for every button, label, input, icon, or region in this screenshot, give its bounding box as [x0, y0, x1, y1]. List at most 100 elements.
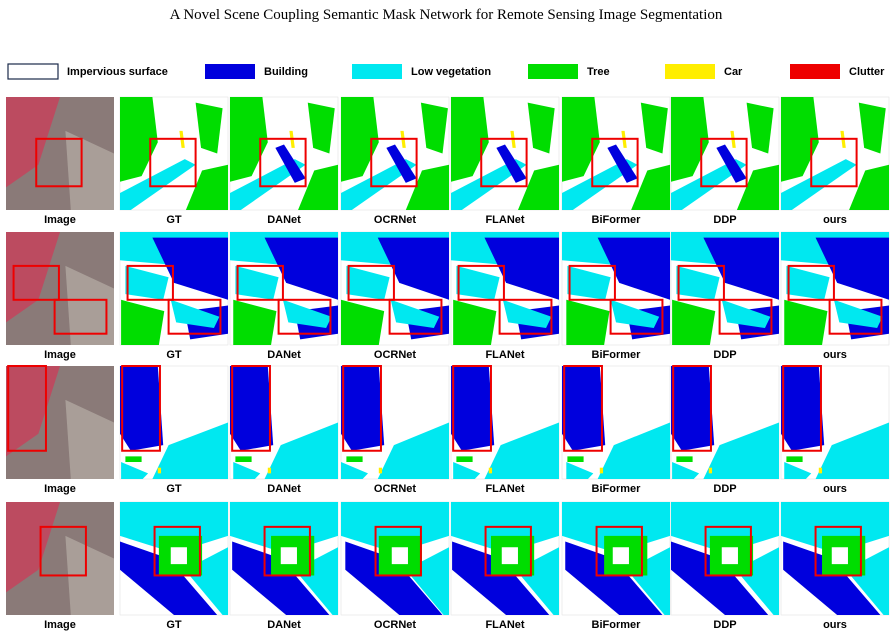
panel-label: DDP [713, 214, 736, 226]
highlight-box [277, 298, 332, 335]
highlight-box [149, 137, 197, 188]
panel [670, 96, 780, 211]
segment-region [672, 299, 716, 345]
segment-region [781, 97, 819, 182]
highlight-box [347, 264, 395, 301]
panel-label: Image [44, 349, 76, 361]
panel-label: BiFormer [592, 214, 642, 226]
aerial-vegetation [6, 97, 60, 188]
highlight-box [39, 525, 87, 577]
segment-region [235, 456, 252, 463]
highlight-box [787, 264, 835, 301]
panel-label: BiFormer [592, 483, 642, 495]
segment-region [562, 366, 606, 451]
highlight-box [672, 365, 712, 452]
segment-region [703, 422, 779, 479]
segment-error [386, 144, 417, 183]
legend-label: Low vegetation [411, 66, 491, 78]
highlight-box [263, 525, 311, 577]
segment-region [121, 462, 149, 479]
segment-region [346, 456, 363, 463]
segment-region [566, 462, 594, 479]
highlight-box [7, 365, 47, 452]
panel-label: OCRNet [374, 483, 417, 495]
highlight-box [370, 137, 418, 188]
segment-region [736, 164, 779, 210]
highlight-box [718, 298, 773, 335]
legend-label: Car [724, 66, 743, 78]
segment-region [232, 541, 330, 615]
highlight-box [452, 365, 492, 452]
segment-region [781, 159, 857, 210]
segment-region [631, 164, 670, 210]
segment-region [195, 102, 223, 154]
highlight-box [374, 525, 422, 577]
panel [450, 365, 560, 480]
panel [670, 365, 780, 480]
panel-label: DDP [713, 349, 736, 361]
segment-region [298, 164, 338, 210]
segment-region [157, 467, 162, 474]
segment-region [597, 422, 670, 479]
segment-region [170, 547, 187, 565]
segment-region [185, 164, 228, 210]
panel [119, 501, 229, 616]
segment-region [746, 102, 774, 154]
highlight-box [35, 137, 83, 188]
panel-label: BiFormer [592, 619, 642, 631]
panel [340, 501, 450, 616]
highlight-box [484, 525, 532, 577]
aerial-roof [65, 399, 114, 479]
panel [340, 365, 450, 480]
panel [670, 231, 780, 346]
panel [229, 96, 339, 211]
segment-region [501, 547, 518, 565]
segment-error [275, 144, 306, 183]
segment-region [405, 164, 449, 210]
segment-region [451, 97, 489, 182]
highlight-box [12, 264, 60, 301]
panel-label: FLANet [485, 214, 524, 226]
segment-region [341, 366, 385, 451]
panel [119, 96, 229, 211]
segment-region [453, 299, 497, 345]
segment-region [341, 159, 417, 210]
segment-region [378, 467, 383, 474]
segment-region [566, 299, 610, 345]
panel [119, 231, 229, 346]
segment-region [517, 164, 559, 210]
segment-region [671, 541, 769, 615]
panel-label: DDP [713, 619, 736, 631]
highlight-box [810, 137, 858, 188]
segment-region [152, 422, 228, 479]
panel-label: BiFormer [592, 349, 642, 361]
panel-label: ours [823, 349, 847, 361]
panel [450, 96, 560, 211]
segment-region [451, 366, 495, 451]
segment-region [484, 422, 559, 479]
segment-region [488, 467, 493, 474]
panel-label: GT [166, 483, 182, 495]
panel-label: ours [823, 619, 847, 631]
aerial-roof [65, 130, 114, 210]
segment-region [783, 541, 881, 615]
highlight-box [457, 264, 505, 301]
panel [450, 501, 560, 616]
segment-region [484, 237, 559, 300]
segment-region [390, 299, 440, 329]
panel [6, 502, 114, 615]
highlight-box [153, 525, 201, 577]
panel [780, 96, 890, 211]
segment-region [456, 456, 473, 463]
highlight-box [814, 525, 862, 577]
segment-region [786, 456, 803, 463]
panel-label: OCRNet [374, 619, 417, 631]
segment-region [676, 265, 720, 300]
segment-region [597, 237, 670, 300]
panel [229, 365, 339, 480]
highlight-box [126, 264, 174, 301]
segment-region [264, 422, 338, 479]
segment-region [233, 462, 261, 479]
segment-region [307, 102, 335, 154]
panel [450, 231, 560, 346]
